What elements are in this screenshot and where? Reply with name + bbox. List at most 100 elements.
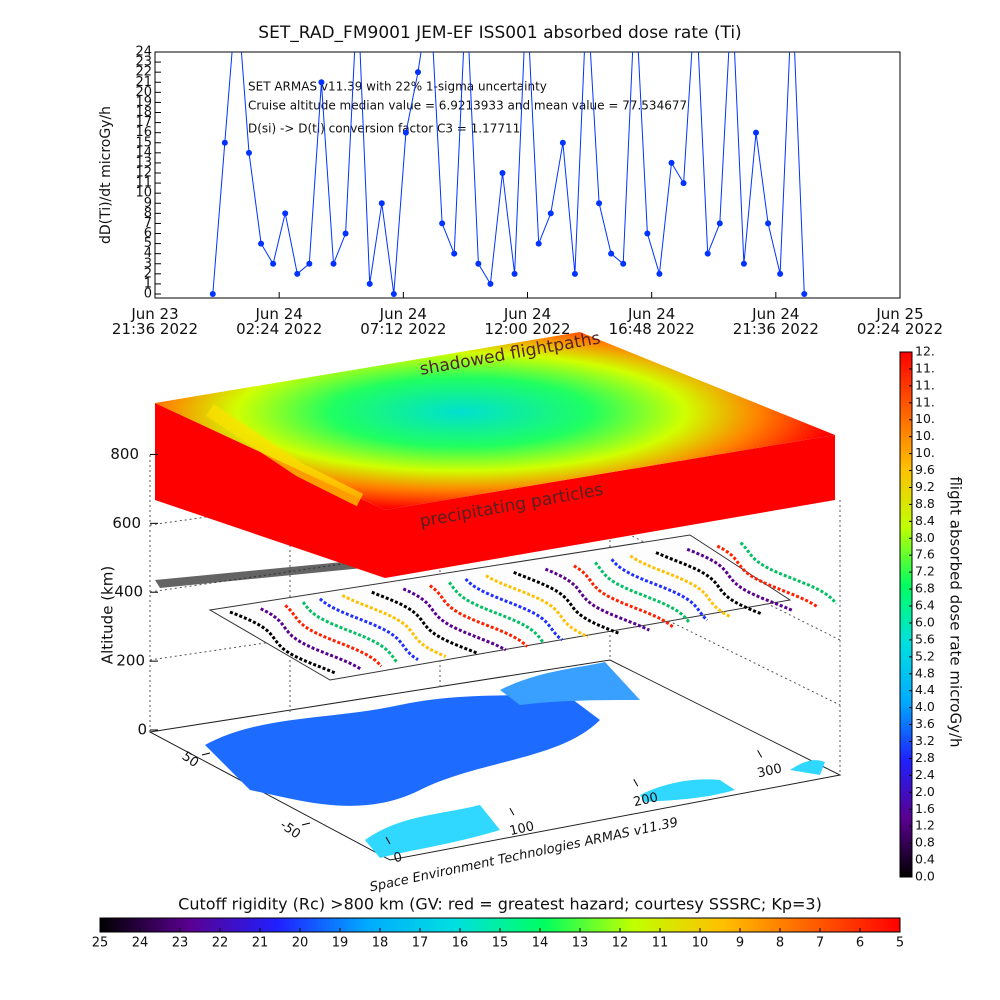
y-tick-label: 8 — [144, 206, 152, 221]
tick-label: 2.0 — [915, 784, 935, 799]
tick-label: 6.0 — [915, 614, 935, 629]
tick-label: 6.4 — [915, 598, 935, 613]
flight-paths — [229, 541, 838, 675]
y-tick-label: 5 — [144, 236, 152, 251]
annotation: SET ARMAS v11.39 with 22% 1-sigma uncert… — [248, 80, 547, 94]
flight-path — [318, 597, 419, 662]
x-tick-label: Jun 24 07:12 2022 — [360, 305, 447, 338]
tick-label: 15 — [492, 936, 509, 951]
tick-label: 19 — [332, 936, 349, 951]
y-tick — [201, 752, 211, 756]
x-tick-label: Jun 24 02:24 2022 — [236, 305, 323, 338]
tick-label: 9 — [736, 936, 744, 951]
tick-label: 10. — [915, 411, 935, 426]
y-tick-label: 23 — [135, 55, 152, 70]
marker — [475, 260, 482, 267]
tick-label: 25 — [92, 936, 109, 951]
z-axis-label: Altitude (km) — [99, 566, 117, 664]
tick-label: 6 — [856, 936, 864, 951]
flight-path — [485, 574, 589, 639]
z-tick-label: 800 — [110, 445, 139, 463]
tick-label: 4.8 — [915, 665, 935, 680]
y-tick-label: 15 — [135, 135, 152, 150]
chart-title: SET_RAD_FM9001 JEM-EF ISS001 absorbed do… — [258, 23, 741, 43]
z-tick-label: 400 — [114, 583, 143, 601]
y-tick-label: 1 — [144, 276, 152, 291]
tick-label: 9.6 — [915, 462, 935, 477]
y-tick-label: 3 — [144, 256, 152, 271]
flight-path — [448, 581, 545, 645]
tick-label: 10. — [915, 428, 935, 443]
colorbar-title: Cutoff rigidity (Rc) >800 km (GV: red = … — [178, 895, 822, 914]
y-tick-label: 17 — [135, 115, 152, 130]
marker — [330, 260, 337, 267]
tick-label: 12 — [612, 936, 629, 951]
z-tick-label: 600 — [112, 514, 141, 532]
y-tick-label: 19 — [135, 95, 152, 110]
x-tick — [633, 778, 639, 787]
flight-path — [629, 554, 732, 619]
tick-label: 3.2 — [915, 733, 935, 748]
tick-label: 5.6 — [915, 631, 935, 646]
flight-path — [429, 584, 529, 648]
slab-face — [155, 403, 385, 578]
marker — [511, 270, 518, 277]
marker — [245, 149, 252, 156]
x-tick-label: 200 — [632, 790, 660, 810]
flight-layer — [208, 534, 792, 681]
tick-label: 11. — [915, 377, 935, 392]
land — [640, 779, 735, 802]
y-tick-label: 10 — [135, 186, 152, 201]
y-tick-label: 2 — [144, 266, 152, 281]
flight-path — [464, 577, 564, 642]
x-tick-label: 100 — [508, 819, 536, 839]
tick-label: 7.2 — [915, 564, 935, 579]
flight-path — [260, 607, 363, 671]
annotation: Cruise altitude median value = 6.9213933… — [248, 99, 687, 113]
x-tick — [509, 807, 515, 816]
marker — [499, 170, 506, 176]
tick-label: 10. — [915, 445, 935, 460]
tick-label: 8.0 — [915, 530, 935, 545]
tick-label: 10 — [692, 936, 709, 951]
marker — [716, 220, 723, 227]
y-tick-label: 9 — [144, 196, 152, 211]
marker — [487, 280, 494, 287]
tick-label: 5 — [896, 936, 904, 951]
marker — [414, 69, 421, 76]
land — [500, 662, 640, 705]
flight-path — [716, 544, 819, 609]
colorbar-label: flight absorbed dose rate microGy/h — [947, 476, 965, 747]
tick-label: 8 — [776, 936, 784, 951]
marker — [777, 270, 784, 277]
x-tick-label: 0 — [392, 850, 403, 866]
y-tick-label: 18 — [135, 105, 152, 120]
marker — [451, 250, 458, 257]
slab-face — [385, 435, 835, 578]
tick-label: 8.4 — [915, 513, 935, 528]
marker — [608, 250, 615, 257]
x-tick-label: Jun 24 12:00 2022 — [484, 305, 571, 338]
y-tick-label: 4 — [144, 246, 152, 261]
tick-label: 5.2 — [915, 648, 935, 663]
marker — [294, 270, 301, 277]
series — [209, 52, 808, 297]
x-tick — [385, 836, 391, 845]
tick-label: 3.6 — [915, 716, 935, 731]
tick-label: 12. — [915, 344, 935, 359]
tick-label: 0.8 — [915, 835, 935, 850]
y-tick-label: 20 — [135, 85, 152, 100]
tick-label: 23 — [172, 936, 189, 951]
marker — [620, 260, 627, 267]
y-tick-label: 12 — [135, 166, 152, 181]
x-tick — [757, 750, 763, 758]
flight-path — [402, 587, 507, 652]
tick-label: 20 — [292, 936, 309, 951]
marker — [402, 129, 409, 136]
flight-path — [739, 541, 838, 605]
y-tick-label: 21 — [135, 75, 152, 90]
tick-label: 17 — [412, 936, 429, 951]
marker — [571, 270, 578, 277]
